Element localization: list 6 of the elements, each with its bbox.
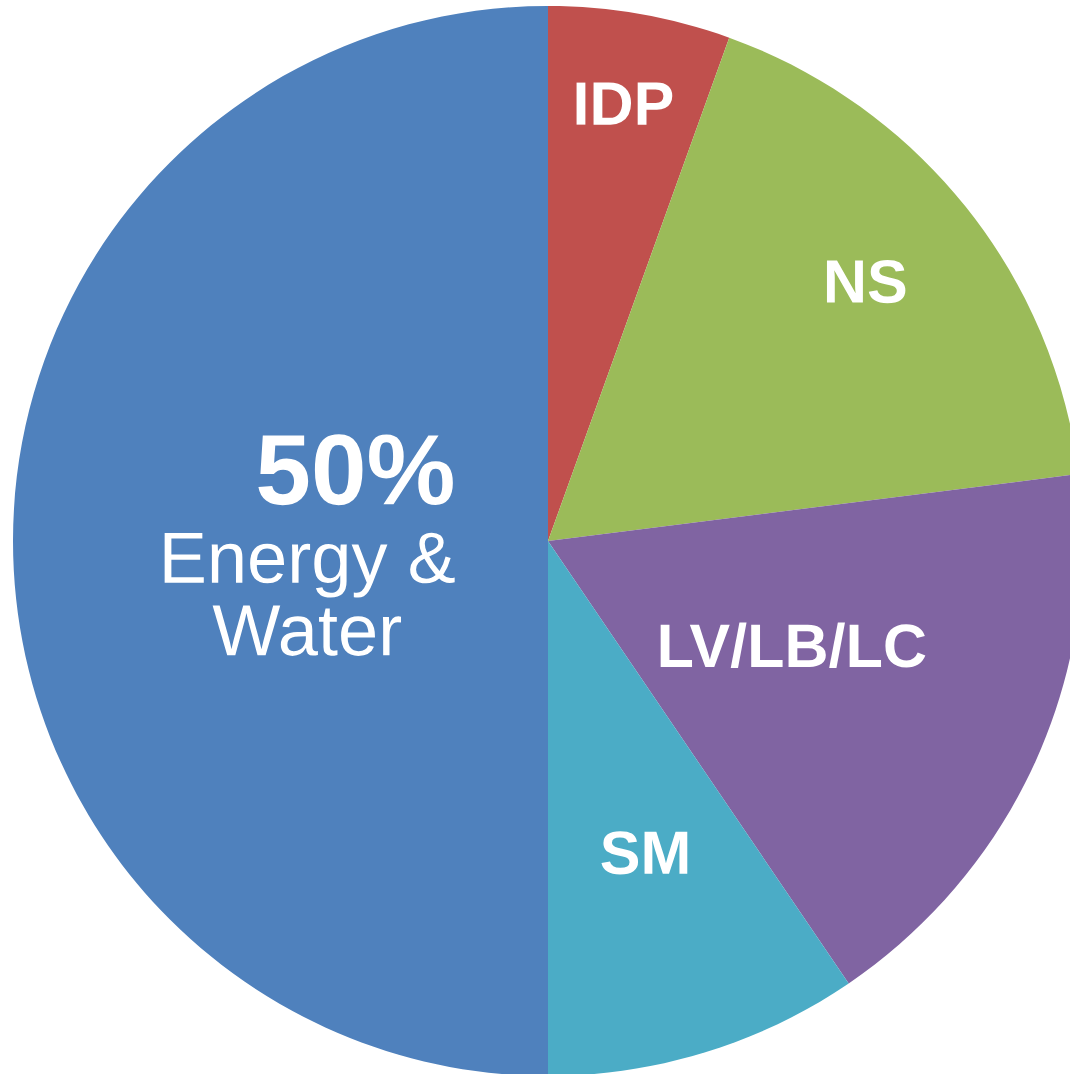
slice-label: NS: [826, 259, 906, 304]
slice-label: LV/LB/LC: [660, 622, 926, 669]
slice-label: IDP: [576, 82, 673, 125]
slice-label: Energy & Water: [164, 532, 455, 656]
data-label: 50%: [258, 434, 453, 506]
slice-label: SM: [601, 831, 688, 875]
